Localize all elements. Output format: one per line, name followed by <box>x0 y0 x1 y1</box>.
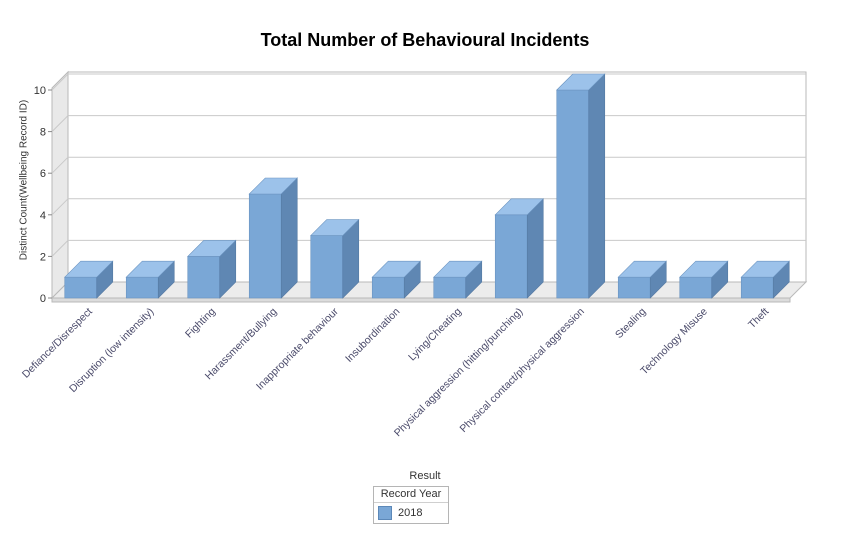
bar-side <box>280 177 298 299</box>
y-axis-title: Distinct Count(Wellbeing Record ID) <box>18 99 30 261</box>
bar-front <box>125 276 159 299</box>
bar-front <box>617 276 651 299</box>
bar-front <box>310 235 344 299</box>
bar-top <box>679 260 729 278</box>
y-tick-label: 0 <box>40 293 46 305</box>
bar <box>125 260 175 299</box>
legend-title: Record Year <box>374 487 448 503</box>
floor-edge <box>51 297 791 303</box>
bars <box>64 73 790 299</box>
legend-swatch <box>378 506 392 520</box>
bar-top <box>556 73 606 91</box>
x-tick-label: Fighting <box>183 306 218 341</box>
x-tick-label: Technology Misuse <box>638 306 710 378</box>
x-axis-title: Result <box>409 470 441 482</box>
gridline-side <box>51 240 69 257</box>
x-tick-label: Lying/Cheating <box>406 306 464 364</box>
bar-front <box>371 276 405 299</box>
bar <box>64 260 114 299</box>
bar-top <box>740 260 790 278</box>
y-tick-label: 4 <box>40 210 46 222</box>
bar <box>679 260 729 299</box>
legend: Record Year 2018 <box>373 486 449 524</box>
side-wall <box>51 70 69 300</box>
bar <box>371 260 421 299</box>
bar-top <box>64 260 114 278</box>
chart-title: Total Number of Behavioural Incidents <box>260 30 590 50</box>
bar <box>740 260 790 299</box>
back-wall <box>67 71 807 283</box>
y-axis-ticks: 0 2 4 6 8 10 <box>34 85 52 305</box>
legend-label: 2018 <box>398 507 423 519</box>
bar-front <box>187 256 221 299</box>
x-tick-label: Physical contact/physical aggression <box>457 306 587 436</box>
bar <box>248 177 298 299</box>
y-tick-label: 10 <box>34 85 46 97</box>
bar-top <box>371 260 421 278</box>
bar-front <box>679 276 713 299</box>
gridlines <box>51 73 806 257</box>
bar-top <box>248 177 298 195</box>
bar-front <box>556 89 590 299</box>
bar <box>187 239 237 299</box>
bar-front <box>494 214 528 299</box>
bar-front <box>248 193 282 299</box>
legend-item: 2018 <box>374 503 448 523</box>
bar-top <box>494 198 544 216</box>
bar-front <box>64 276 98 299</box>
bar-top <box>617 260 667 278</box>
plot-background <box>50 70 808 303</box>
bar-front <box>740 276 774 299</box>
gridline-side <box>51 73 69 91</box>
y-tick-label: 6 <box>40 168 46 180</box>
bar <box>310 218 360 299</box>
y-tick-label: 8 <box>40 127 46 139</box>
bar <box>617 260 667 299</box>
bar-side <box>526 198 544 299</box>
x-tick-label: Physical aggression (hitting/punching) <box>392 306 526 440</box>
x-tick-label: Theft <box>746 306 771 331</box>
bar-side <box>588 73 606 299</box>
bar <box>556 73 606 299</box>
gridline-side <box>51 198 69 216</box>
gridline-side <box>51 115 69 132</box>
x-tick-label: Insubordination <box>343 306 402 365</box>
y-tick-label: 2 <box>40 251 46 263</box>
bar <box>494 198 544 299</box>
bar-top <box>310 219 360 236</box>
bar-top <box>187 240 237 257</box>
gridline-side <box>51 156 69 174</box>
bar-front <box>433 276 467 299</box>
bar <box>433 260 483 299</box>
bar-top <box>125 260 175 278</box>
x-tick-label: Stealing <box>613 306 648 341</box>
bar-top <box>433 260 483 278</box>
